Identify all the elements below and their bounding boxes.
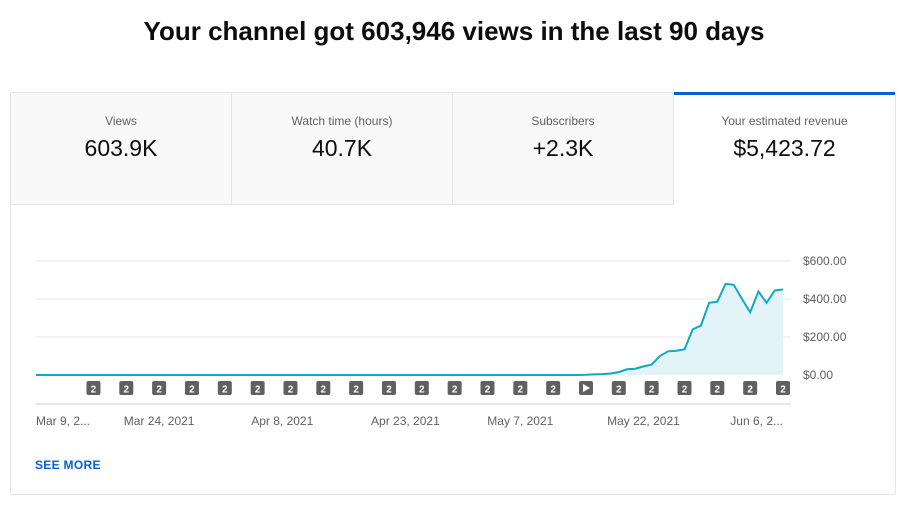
- video-marker-box: [513, 381, 528, 395]
- video-marker-count: 2: [353, 385, 359, 396]
- video-marker-count: 2: [189, 385, 195, 396]
- video-marker-box: [677, 381, 692, 395]
- video-marker-box: [119, 381, 134, 395]
- video-marker-count: 2: [222, 385, 228, 396]
- video-marker-box: [152, 381, 167, 395]
- video-marker[interactable]: 2: [414, 381, 429, 396]
- y-tick-label: $600.00: [803, 254, 847, 268]
- video-marker-box: [414, 381, 429, 395]
- video-marker[interactable]: 2: [447, 381, 462, 396]
- x-tick-label: Jun 6, 2...: [730, 414, 783, 428]
- video-marker[interactable]: 2: [677, 381, 692, 396]
- video-marker-count: 2: [780, 385, 786, 396]
- video-marker-box: [644, 381, 659, 395]
- video-marker-count: 2: [419, 385, 425, 396]
- video-marker[interactable]: 2: [349, 381, 364, 396]
- video-marker-box: [480, 381, 495, 395]
- video-marker-box: [611, 381, 626, 395]
- tab-revenue-label: Your estimated revenue: [721, 114, 848, 128]
- x-tick-label: Apr 8, 2021: [251, 414, 313, 428]
- video-marker[interactable]: 2: [250, 381, 265, 396]
- video-marker-count: 2: [288, 385, 294, 396]
- video-marker-count: 2: [452, 385, 458, 396]
- video-marker[interactable]: 2: [776, 381, 790, 396]
- video-marker-count: 2: [682, 385, 688, 396]
- tab-subscribers[interactable]: Subscribers +2.3K: [453, 93, 674, 205]
- video-marker[interactable]: 2: [710, 381, 725, 396]
- video-marker-count: 2: [747, 385, 753, 396]
- video-marker-play[interactable]: [578, 381, 593, 395]
- video-marker-count: 2: [715, 385, 721, 396]
- video-marker-count: 2: [124, 385, 130, 396]
- video-marker[interactable]: 2: [184, 381, 199, 396]
- video-marker-box: [184, 381, 199, 395]
- video-marker-count: 2: [616, 385, 622, 396]
- video-marker-count: 2: [91, 385, 97, 396]
- tab-estimated-revenue[interactable]: Your estimated revenue $5,423.72: [674, 92, 895, 205]
- video-marker-box: [546, 381, 561, 395]
- video-marker[interactable]: 2: [513, 381, 528, 396]
- video-marker[interactable]: 2: [743, 381, 758, 396]
- x-tick-label: May 7, 2021: [487, 414, 553, 428]
- play-icon: [582, 384, 590, 392]
- y-tick-label: $400.00: [803, 292, 847, 306]
- tab-views[interactable]: Views 603.9K: [11, 93, 232, 205]
- video-marker-box: [447, 381, 462, 395]
- video-marker-count: 2: [321, 385, 327, 396]
- video-marker-box: [86, 381, 101, 395]
- tab-subscribers-label: Subscribers: [531, 114, 595, 128]
- video-marker-count: 2: [485, 385, 491, 396]
- see-more-link[interactable]: SEE MORE: [35, 458, 101, 472]
- video-marker-box: [710, 381, 725, 395]
- video-marker-box: [316, 381, 331, 395]
- series-area: [36, 283, 783, 375]
- video-marker-box: [381, 381, 396, 395]
- video-marker[interactable]: 2: [546, 381, 561, 396]
- revenue-chart[interactable]: $600.00 $400.00 $200.00 $0.00 2 2 2 2 2 2 2 2 2 2 2 2 2 2…: [11, 93, 895, 494]
- y-tick-label: $200.00: [803, 330, 847, 344]
- video-marker-box: [743, 381, 758, 395]
- video-marker[interactable]: 2: [644, 381, 659, 396]
- video-marker-box: [283, 381, 298, 395]
- tab-views-label: Views: [105, 114, 137, 128]
- video-marker[interactable]: 2: [217, 381, 232, 396]
- video-marker-count: 2: [649, 385, 655, 396]
- video-marker[interactable]: 2: [86, 381, 101, 396]
- video-marker-box: [349, 381, 364, 395]
- video-marker[interactable]: 2: [480, 381, 495, 396]
- tab-watch-time[interactable]: Watch time (hours) 40.7K: [232, 93, 453, 205]
- video-marker-count: 2: [156, 385, 162, 396]
- tab-views-value: 603.9K: [84, 135, 158, 161]
- video-marker[interactable]: 2: [316, 381, 331, 396]
- tab-watch-time-value: 40.7K: [311, 135, 373, 161]
- tab-watch-time-label: Watch time (hours): [291, 114, 393, 128]
- x-tick-label: May 22, 2021: [607, 414, 680, 428]
- video-marker-box: [250, 381, 265, 395]
- video-marker[interactable]: 2: [119, 381, 134, 396]
- video-marker-count: 2: [255, 385, 261, 396]
- video-marker-count: 2: [386, 385, 392, 396]
- analytics-card: Views 603.9K Watch time (hours) 40.7K Su…: [10, 92, 896, 495]
- x-tick-label: Mar 24, 2021: [124, 414, 195, 428]
- y-tick-label: $0.00: [803, 368, 833, 382]
- x-tick-label: Apr 23, 2021: [371, 414, 440, 428]
- page-headline: Your channel got 603,946 views in the la…: [143, 16, 765, 46]
- video-marker[interactable]: 2: [283, 381, 298, 396]
- video-marker[interactable]: 2: [611, 381, 626, 396]
- video-marker[interactable]: 2: [152, 381, 167, 396]
- series-line: [36, 282, 784, 376]
- video-marker-box: [217, 381, 232, 395]
- video-marker-count: 2: [518, 385, 524, 396]
- video-marker[interactable]: 2: [381, 381, 396, 396]
- video-marker-count: 2: [550, 385, 556, 396]
- x-tick-label: Mar 9, 2...: [36, 414, 90, 428]
- metric-tabs: Views 603.9K Watch time (hours) 40.7K Su…: [11, 92, 895, 205]
- tab-revenue-value: $5,423.72: [733, 135, 836, 161]
- tab-subscribers-value: +2.3K: [532, 135, 594, 161]
- video-marker-box: [776, 381, 790, 395]
